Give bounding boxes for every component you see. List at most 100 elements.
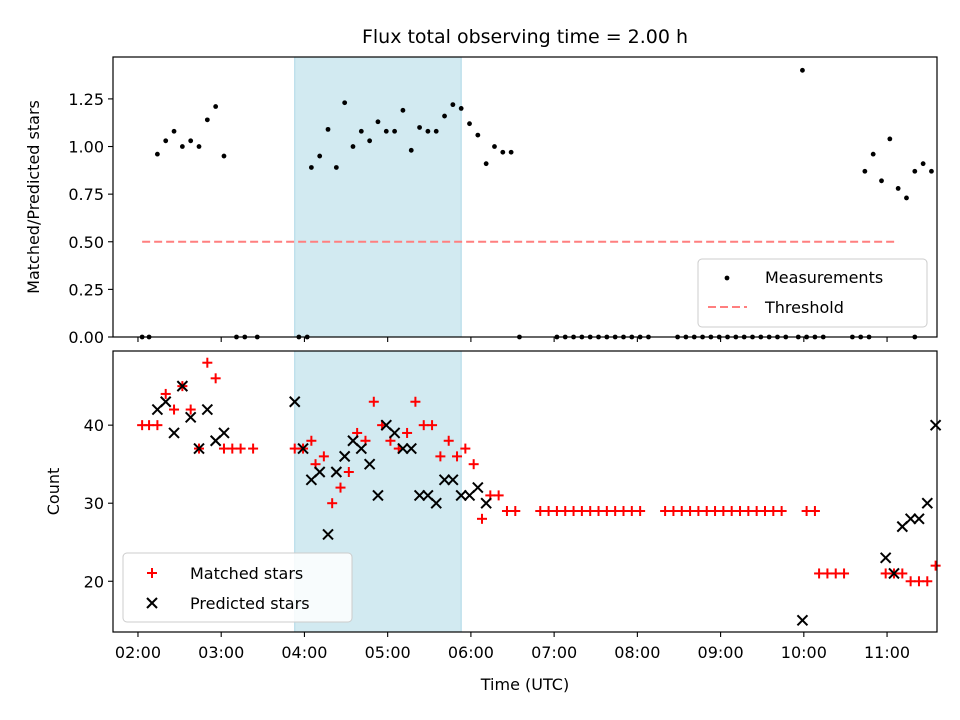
predicted-star-point — [879, 552, 892, 564]
predicted-star-point — [313, 466, 326, 478]
measurement-point — [400, 107, 406, 113]
matched-star-point — [635, 506, 646, 517]
measurement-point — [483, 161, 489, 167]
x-tick-label: 08:00 — [614, 643, 660, 662]
measurement-point — [317, 153, 323, 159]
top-y-tick-label: 1.00 — [68, 138, 104, 157]
x-tick-label: 06:00 — [448, 643, 494, 662]
x-tick-label: 09:00 — [698, 643, 744, 662]
measurement-point — [213, 104, 219, 109]
matched-star-point — [202, 357, 213, 368]
top-legend-box — [697, 258, 928, 328]
measurement-point — [350, 144, 356, 149]
x-tick-label: 03:00 — [198, 643, 244, 662]
matched-star-point — [410, 396, 421, 407]
matched-star-point — [427, 420, 438, 431]
bottom-y-axis-label: Count — [44, 468, 63, 516]
top-shaded-interval — [294, 56, 462, 338]
predicted-star-point — [330, 466, 343, 478]
x-tick-label: 04:00 — [281, 643, 327, 662]
measurement-point — [342, 100, 348, 106]
measurement-point — [450, 102, 456, 108]
matched-star-point — [460, 443, 471, 454]
measurement-point — [458, 106, 464, 111]
x-tick-label: 02:00 — [115, 643, 161, 662]
matched-star-point — [185, 404, 196, 415]
x-axis-label: Time (UTC) — [480, 675, 569, 694]
matched-star-point — [930, 560, 941, 571]
matched-star-point — [343, 466, 354, 477]
predicted-star-point — [796, 614, 809, 626]
predicted-star-point — [455, 489, 467, 502]
predicted-star-point — [338, 450, 351, 463]
top-axes-frame — [112, 56, 938, 338]
bottom-y-tick-label: 30 — [84, 494, 104, 513]
bottom-legend-box — [122, 552, 353, 623]
matched-star-point — [493, 490, 504, 501]
measurement-point — [204, 117, 210, 123]
matched-star-point — [235, 443, 246, 454]
measurement-point — [475, 132, 481, 138]
bottom-panel: 20 30 40 02:00 03:00 04:00 05:00 06:00 07:00 08:… — [44, 350, 942, 694]
measurement-point — [492, 144, 497, 149]
predicted-star-point — [372, 489, 384, 502]
matched-star-point — [327, 498, 338, 509]
measurement-point — [904, 195, 909, 201]
matched-star-point — [306, 435, 317, 446]
legend-threshold-label: Threshold — [764, 298, 844, 317]
bottom-legend: Matched stars Predicted stars — [122, 552, 353, 623]
top-y-tick-label: 1.25 — [68, 90, 104, 109]
predicted-star-point — [160, 396, 172, 408]
top-y-tick-label: 0.25 — [68, 280, 104, 299]
legend-predicted-marker — [146, 597, 158, 609]
predicted-star-point — [405, 442, 417, 455]
predicted-star-point — [472, 481, 484, 494]
measurement-point — [333, 165, 339, 170]
predicted-star-point — [363, 458, 376, 470]
matched-star-point — [468, 459, 479, 470]
bottom-axes-frame — [112, 350, 938, 633]
measurement-point — [929, 168, 934, 174]
predicted-star-point — [913, 513, 925, 525]
measurement-point — [325, 126, 331, 132]
x-tick-label: 05:00 — [365, 643, 411, 662]
measurement-point — [375, 119, 381, 125]
measurement-point — [154, 151, 160, 157]
top-y-tick-label: 0.50 — [68, 233, 104, 252]
matched-star-point — [152, 420, 163, 431]
legend-matched-label: Matched stars — [190, 564, 303, 583]
matched-star-point — [248, 443, 259, 454]
predicted-star-point — [176, 380, 189, 392]
measurement-point — [408, 147, 414, 153]
predicted-star-point — [201, 403, 214, 416]
top-panel: 0.00 0.25 0.50 0.75 1.00 1.25 Matched/Predict… — [24, 56, 938, 347]
measurement-point — [425, 128, 431, 134]
legend-predicted-label: Predicted stars — [190, 594, 310, 613]
measurement-point — [870, 151, 876, 157]
top-y-tick-label: 0.00 — [68, 328, 104, 347]
measurement-point — [508, 149, 514, 155]
x-tick-label: 07:00 — [531, 643, 577, 662]
x-tick-label: 11:00 — [864, 643, 910, 662]
measurement-point — [467, 121, 472, 127]
matched-star-point — [443, 435, 454, 446]
predicted-star-point — [447, 474, 459, 486]
predicted-star-point — [184, 411, 197, 424]
matched-star-point — [776, 506, 787, 517]
measurement-point — [879, 178, 884, 184]
predicted-star-point — [480, 497, 492, 509]
measurement-point — [500, 149, 506, 155]
legend-matched-marker — [147, 568, 157, 578]
matched-star-point — [452, 451, 463, 462]
predicted-star-point — [355, 442, 368, 455]
predicted-star-point — [322, 528, 334, 541]
measurement-point — [862, 168, 868, 174]
matched-star-point — [402, 427, 413, 438]
measurement-point — [196, 144, 202, 149]
measurement-point — [358, 128, 364, 134]
matched-star-point — [210, 373, 221, 384]
predicted-star-point — [888, 567, 900, 580]
predicted-star-point — [438, 474, 451, 486]
predicted-star-point — [921, 497, 933, 509]
